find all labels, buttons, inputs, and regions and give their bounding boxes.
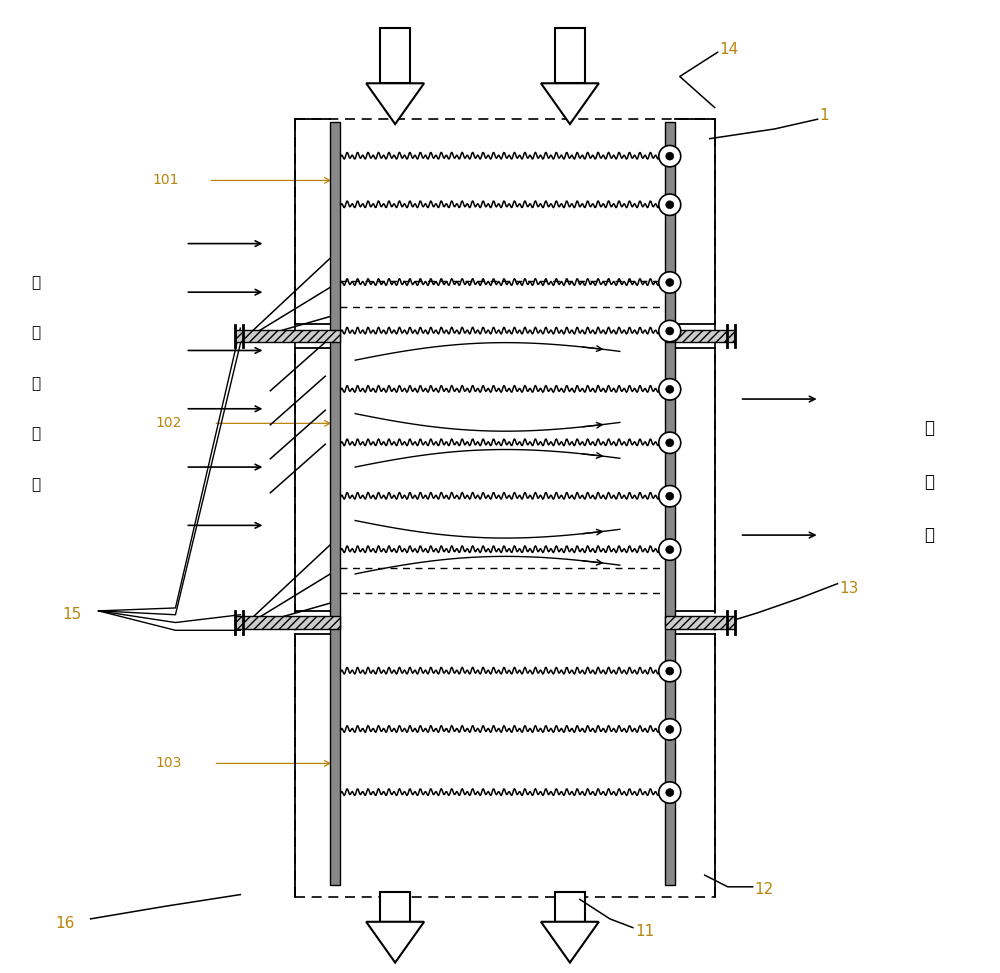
Text: 103: 103 <box>155 756 182 771</box>
Circle shape <box>659 661 681 682</box>
Bar <box>665 330 735 342</box>
Text: 11: 11 <box>636 924 655 939</box>
Polygon shape <box>366 84 424 125</box>
Polygon shape <box>541 84 599 125</box>
Text: 13: 13 <box>840 581 859 596</box>
Circle shape <box>666 200 674 208</box>
Bar <box>380 891 410 921</box>
Circle shape <box>666 726 674 734</box>
Circle shape <box>666 789 674 797</box>
Text: 14: 14 <box>720 42 739 56</box>
Circle shape <box>666 278 674 286</box>
Bar <box>555 891 585 921</box>
Circle shape <box>666 439 674 447</box>
Text: 空: 空 <box>31 426 40 442</box>
Text: 氣: 氣 <box>31 477 40 492</box>
Text: 湿: 湿 <box>924 419 934 437</box>
Text: 1: 1 <box>820 108 829 123</box>
Bar <box>235 616 340 629</box>
Bar <box>330 123 340 884</box>
Bar <box>235 330 340 342</box>
Text: 干: 干 <box>31 275 40 290</box>
Circle shape <box>666 327 674 335</box>
Circle shape <box>659 320 681 342</box>
Text: 12: 12 <box>755 883 774 897</box>
Text: 氣: 氣 <box>924 526 934 544</box>
Circle shape <box>659 719 681 740</box>
Circle shape <box>659 432 681 453</box>
Text: 燥: 燥 <box>31 326 40 341</box>
Bar <box>665 616 735 629</box>
Circle shape <box>666 492 674 500</box>
Text: 空: 空 <box>924 473 934 490</box>
Circle shape <box>659 378 681 400</box>
Text: 101: 101 <box>152 173 179 188</box>
Text: 102: 102 <box>155 416 182 430</box>
Circle shape <box>659 486 681 507</box>
Text: 16: 16 <box>56 917 75 931</box>
Circle shape <box>659 146 681 166</box>
Circle shape <box>659 194 681 215</box>
Bar <box>380 28 410 84</box>
Bar <box>555 28 585 84</box>
Circle shape <box>666 546 674 554</box>
Circle shape <box>666 152 674 160</box>
Polygon shape <box>366 921 424 962</box>
Text: 热: 热 <box>31 376 40 391</box>
Circle shape <box>659 782 681 804</box>
Polygon shape <box>541 921 599 962</box>
Circle shape <box>666 667 674 675</box>
Text: 15: 15 <box>63 607 82 623</box>
Bar <box>665 123 675 884</box>
Circle shape <box>659 271 681 293</box>
Circle shape <box>666 385 674 393</box>
Circle shape <box>659 539 681 560</box>
